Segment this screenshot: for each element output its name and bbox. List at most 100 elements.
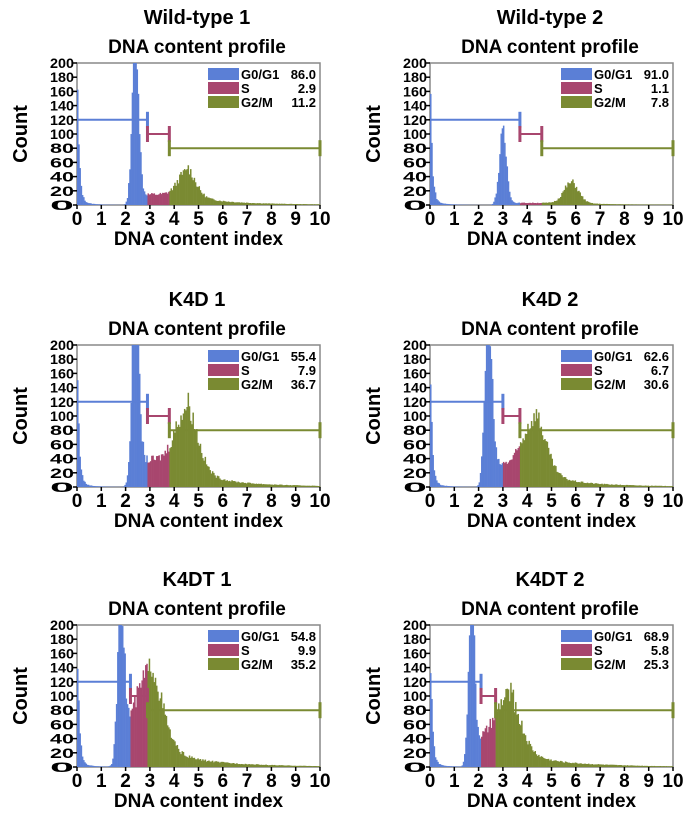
y-axis-label: Count [10,667,32,725]
y-tick-label: 100 [50,408,74,424]
legend-label: G0/G1 [241,349,279,364]
panel-subtitle: DNA content profile [461,37,639,58]
panel-title: Wild-type 1 [144,7,251,29]
y-tick-label: 120 [403,112,427,128]
y-tick-label: 60 [403,716,427,732]
legend-swatch [561,96,592,108]
y-tick-label: 20 [403,183,427,199]
x-tick-label: 1 [449,491,460,512]
legend-label: G0/G1 [594,349,632,364]
y-tick-label: 60 [50,154,74,170]
x-tick-label: 5 [193,491,204,512]
x-tick-label: 2 [473,771,484,792]
x-tick-label: 8 [266,209,277,230]
x-tick-label: 8 [266,771,277,792]
y-axis-label: Count [363,387,385,445]
x-tick-label: 0 [425,491,436,512]
y-tick-label: 180 [403,351,427,367]
legend-value: 6.7 [651,363,669,378]
y-tick-label: 120 [403,674,427,690]
legend-swatch [561,658,592,670]
x-tick-label: 0 [72,771,83,792]
legend-value: 86.0 [291,67,316,82]
x-axis-label: DNA content index [114,791,284,812]
y-tick-label: 120 [50,394,74,410]
y-axis-label: Count [363,105,385,163]
legend-value: 36.7 [291,377,316,392]
y-tick-label: 160 [403,365,427,381]
x-tick-label: 1 [449,209,460,230]
legend-swatch [208,644,239,656]
x-tick-label: 8 [619,771,630,792]
x-tick-label: 10 [309,771,330,792]
x-tick-label: 5 [193,209,204,230]
legend-value: 11.2 [291,95,316,110]
x-tick-label: 4 [522,771,533,792]
legend-label: S [594,81,603,96]
legend-value: 7.9 [298,363,316,378]
legend-label: S [241,363,250,378]
legend-swatch [208,658,239,670]
x-axis-label: DNA content index [114,229,284,250]
legend-label: S [241,643,250,658]
x-tick-label: 6 [571,491,582,512]
x-tick-label: 7 [595,491,606,512]
x-tick-label: 6 [571,209,582,230]
legend-label: G2/M [241,657,273,672]
legend-value: 91.0 [644,67,669,82]
y-tick-label: 160 [50,645,74,661]
x-tick-label: 4 [169,209,180,230]
x-tick-label: 7 [595,209,606,230]
y-tick-label: 100 [50,126,74,142]
y-tick-label: 100 [403,688,427,704]
y-tick-label: 160 [50,365,74,381]
x-tick-label: 8 [266,491,277,512]
y-tick-label: 200 [403,337,427,353]
y-tick-label: 20 [50,745,74,761]
x-tick-label: 6 [571,771,582,792]
y-tick-label: 200 [50,617,74,633]
panel-title: K4DT 2 [516,569,585,591]
legend-value: 30.6 [644,377,669,392]
y-tick-label: 200 [403,617,427,633]
y-tick-label: 120 [50,112,74,128]
x-tick-label: 7 [242,491,253,512]
panel-subtitle: DNA content profile [461,599,639,620]
x-tick-label: 9 [643,491,654,512]
legend-value: 2.9 [298,81,316,96]
panel-title: K4DT 1 [163,569,232,591]
x-axis-label: DNA content index [467,791,637,812]
y-tick-label: 40 [403,169,427,185]
x-tick-label: 3 [145,491,156,512]
x-tick-label: 7 [242,209,253,230]
y-tick-label: 180 [50,69,74,85]
y-tick-label: 120 [50,674,74,690]
panel-subtitle: DNA content profile [108,37,286,58]
legend-value: 25.3 [644,657,669,672]
legend-label: G0/G1 [594,629,632,644]
x-tick-label: 3 [498,491,509,512]
legend-swatch [561,378,592,390]
y-tick-label: 40 [50,451,74,467]
x-tick-label: 1 [449,771,460,792]
legend-value: 9.9 [298,643,316,658]
y-tick-label: 60 [403,436,427,452]
y-tick-label: 80 [50,422,74,438]
x-tick-label: 9 [290,771,301,792]
legend-swatch [561,630,592,642]
x-tick-label: 9 [643,209,654,230]
y-tick-label: 100 [403,126,427,142]
legend-label: S [241,81,250,96]
x-tick-label: 5 [546,771,557,792]
y-tick-label: 180 [50,351,74,367]
panel-title: Wild-type 2 [497,7,604,29]
y-axis-label: Count [10,105,32,163]
